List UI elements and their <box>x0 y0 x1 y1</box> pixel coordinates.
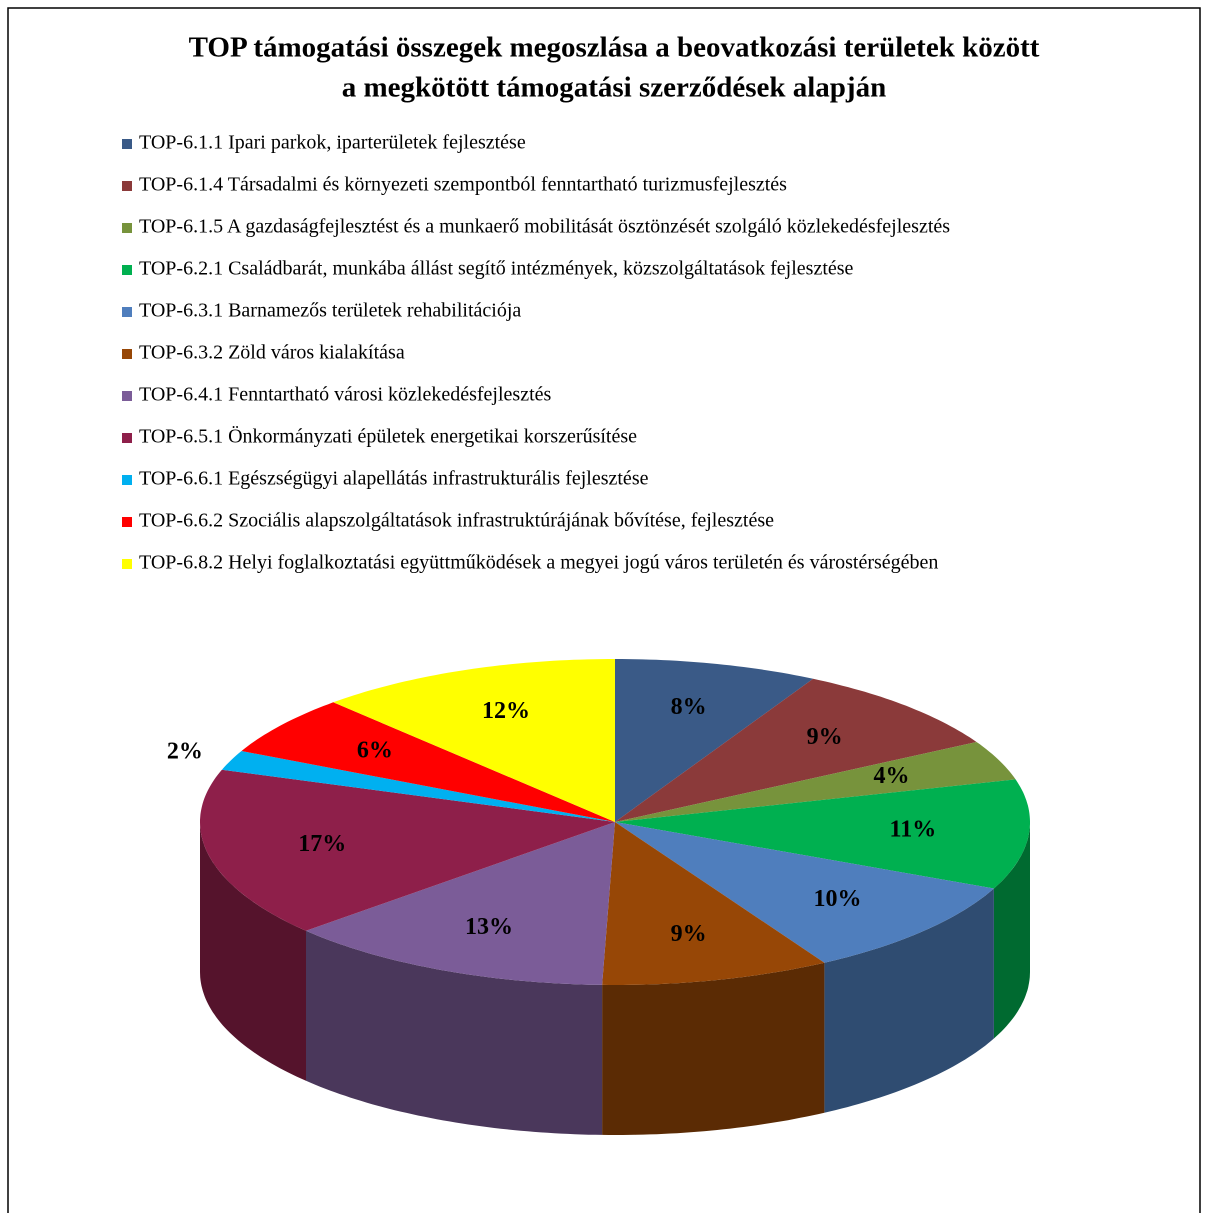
slice <box>615 678 977 822</box>
legend-label: TOP-6.5.1 Önkormányzati épületek energet… <box>139 425 637 448</box>
chart-title: a megkötött támogatási szerződések alapj… <box>342 72 886 104</box>
slice <box>221 751 615 822</box>
legend-label: TOP-6.1.5 A gazdaságfejlesztést és a mun… <box>139 216 950 238</box>
slice <box>615 779 1030 889</box>
legend-swatch <box>122 181 132 191</box>
slice-side <box>824 888 994 1113</box>
legend-swatch <box>122 391 132 401</box>
slice-side <box>602 962 825 1135</box>
slice-side <box>200 822 306 1081</box>
data-label: 13% <box>465 914 513 940</box>
legend-label: TOP-6.6.2 Szociális alapszolgáltatások i… <box>139 510 774 532</box>
legend-label: TOP-6.3.1 Barnamezős területek rehabilit… <box>139 300 521 322</box>
slice <box>200 769 615 931</box>
legend-label: TOP-6.2.1 Családbarát, munkába állást se… <box>139 258 854 280</box>
slice-side <box>993 822 1030 1039</box>
slice <box>241 702 615 822</box>
legend-label: TOP-6.3.2 Zöld város kialakítása <box>139 342 405 364</box>
slice <box>615 742 1016 822</box>
slice-side <box>306 930 603 1135</box>
data-label: 6% <box>357 738 393 764</box>
legend-swatch <box>122 265 132 275</box>
data-label: 12% <box>482 698 530 724</box>
slice <box>615 659 814 822</box>
legend-swatch <box>122 475 132 485</box>
legend-swatch <box>122 307 132 317</box>
data-label: 17% <box>298 831 346 857</box>
legend-swatch <box>122 139 132 149</box>
legend-label: TOP-6.6.1 Egészségügyi alapellátás infra… <box>139 468 649 490</box>
legend-label: TOP-6.1.4 Társadalmi és környezeti szemp… <box>139 174 787 196</box>
legend-swatch <box>122 433 132 443</box>
data-label: 9% <box>807 724 843 750</box>
data-label: 11% <box>890 817 937 843</box>
legend-swatch <box>122 349 132 359</box>
legend-swatch <box>122 559 132 569</box>
legend-label: TOP-6.4.1 Fenntartható városi közlekedés… <box>139 384 552 406</box>
data-label: 4% <box>873 763 909 789</box>
legend-swatch <box>122 517 132 527</box>
data-label: 10% <box>813 886 861 912</box>
legend-label: TOP-6.8.2 Helyi foglalkoztatási együttmű… <box>139 552 938 574</box>
data-label: 9% <box>671 921 707 947</box>
slice <box>333 659 615 822</box>
legend-label: TOP-6.1.1 Ipari parkok, iparterületek fe… <box>139 132 526 154</box>
legend-swatch <box>122 223 132 233</box>
chart-title: TOP támogatási összegek megoszlása a beo… <box>189 32 1040 64</box>
data-label: 2% <box>167 738 203 764</box>
data-label: 8% <box>671 694 707 720</box>
slice <box>615 822 994 963</box>
slice <box>602 822 825 985</box>
slice <box>306 822 615 985</box>
